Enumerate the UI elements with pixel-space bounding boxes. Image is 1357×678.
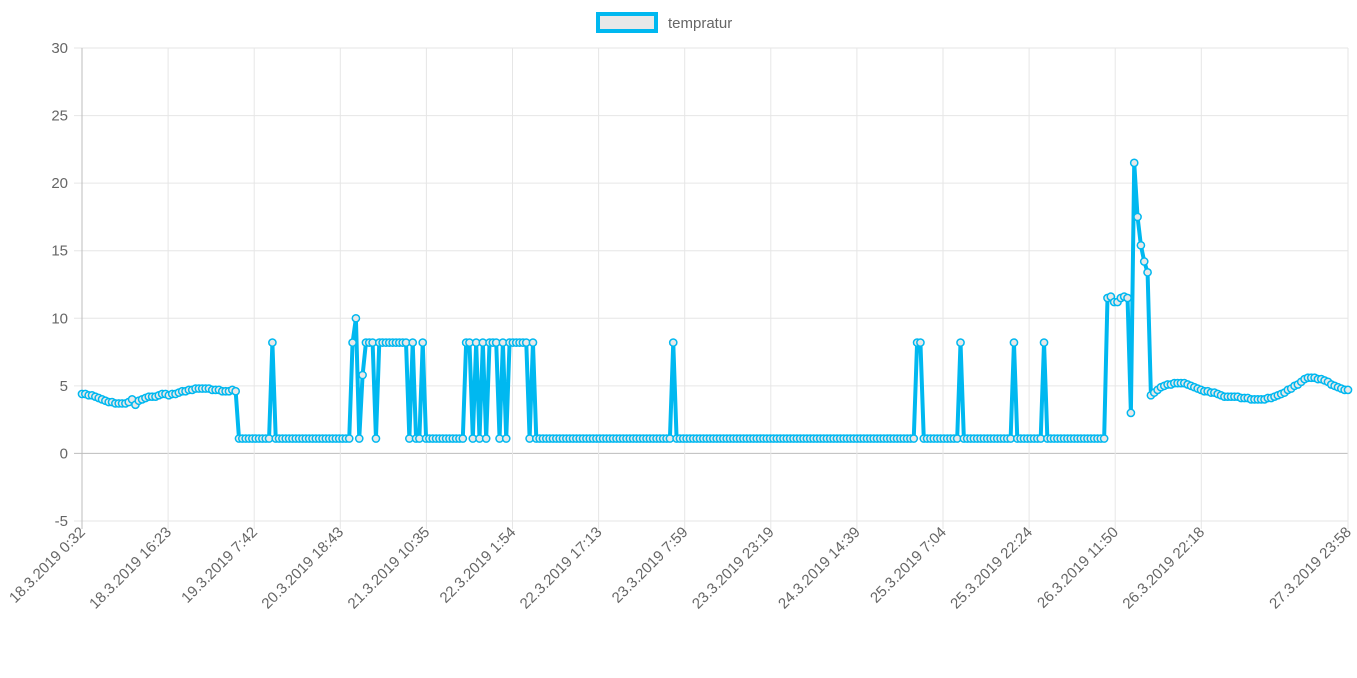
series-line xyxy=(82,162,1348,441)
y-tick-label: 0 xyxy=(60,445,68,462)
x-tick-label: 26.3.2019 11:50 xyxy=(1034,524,1122,612)
data-point[interactable] xyxy=(348,338,357,347)
data-point[interactable] xyxy=(1133,212,1142,222)
legend[interactable]: tempratur xyxy=(596,12,732,33)
data-point[interactable] xyxy=(371,434,381,443)
x-tick-label: 22.3.2019 17:13 xyxy=(517,524,606,613)
x-tick-label: 24.3.2019 14:39 xyxy=(775,524,864,613)
y-tick-label: 30 xyxy=(51,40,68,57)
data-point[interactable] xyxy=(354,434,364,443)
data-point[interactable] xyxy=(458,434,468,443)
y-axis-labels: 30 25 20 15 10 5 0 -5 xyxy=(51,40,68,530)
x-gridlines xyxy=(81,48,1349,529)
data-point[interactable] xyxy=(351,313,361,323)
y-tick-label: 10 xyxy=(51,310,68,327)
data-point[interactable] xyxy=(1139,257,1149,266)
data-point[interactable] xyxy=(1143,267,1152,277)
data-point[interactable] xyxy=(1099,434,1109,443)
series-tempratur xyxy=(77,158,1353,443)
data-point[interactable] xyxy=(231,386,241,396)
x-tick-label: 23.3.2019 7:59 xyxy=(609,524,692,607)
y-tick-label: -5 xyxy=(55,513,68,530)
y-tick-label: 20 xyxy=(51,175,68,192)
x-tick-label: 18.3.2019 16:23 xyxy=(86,524,175,613)
data-point[interactable] xyxy=(408,338,418,347)
x-tick-label: 25.3.2019 22:24 xyxy=(947,524,1036,613)
legend-label: tempratur xyxy=(668,15,732,32)
y-tick-label: 15 xyxy=(51,243,68,260)
data-point[interactable] xyxy=(668,338,678,347)
data-point[interactable] xyxy=(268,338,277,347)
data-point[interactable] xyxy=(1343,385,1353,395)
data-point[interactable] xyxy=(358,370,367,380)
data-point[interactable] xyxy=(1009,338,1019,347)
x-tick-label: 18.3.2019 0:32 xyxy=(6,524,89,607)
x-tick-label: 20.3.2019 18:43 xyxy=(258,524,347,613)
data-point[interactable] xyxy=(916,338,925,347)
data-point[interactable] xyxy=(1039,338,1049,347)
x-tick-label: 26.3.2019 22:18 xyxy=(1119,524,1208,613)
data-point[interactable] xyxy=(1136,240,1146,250)
x-tick-label: 27.3.2019 23:58 xyxy=(1266,524,1355,613)
x-tick-label: 23.3.2019 23:19 xyxy=(689,524,778,613)
data-point[interactable] xyxy=(501,434,511,443)
data-point[interactable] xyxy=(1126,408,1136,418)
data-point[interactable] xyxy=(956,338,965,347)
x-tick-label: 25.3.2019 7:04 xyxy=(867,524,950,607)
data-point[interactable] xyxy=(1129,158,1139,168)
x-tick-label: 19.3.2019 7:42 xyxy=(178,524,261,607)
y-tick-label: 25 xyxy=(51,108,68,125)
y-gridlines xyxy=(74,47,1348,522)
legend-swatch xyxy=(596,12,658,33)
x-tick-label: 21.3.2019 10:35 xyxy=(345,524,434,613)
data-point[interactable] xyxy=(481,434,491,443)
data-point[interactable] xyxy=(418,338,428,347)
data-point[interactable] xyxy=(344,434,354,443)
data-point[interactable] xyxy=(528,338,538,347)
data-point[interactable] xyxy=(1123,293,1132,303)
y-tick-label: 5 xyxy=(60,378,68,395)
x-tick-label: 22.3.2019 1:54 xyxy=(437,524,520,607)
data-point[interactable] xyxy=(909,434,919,443)
